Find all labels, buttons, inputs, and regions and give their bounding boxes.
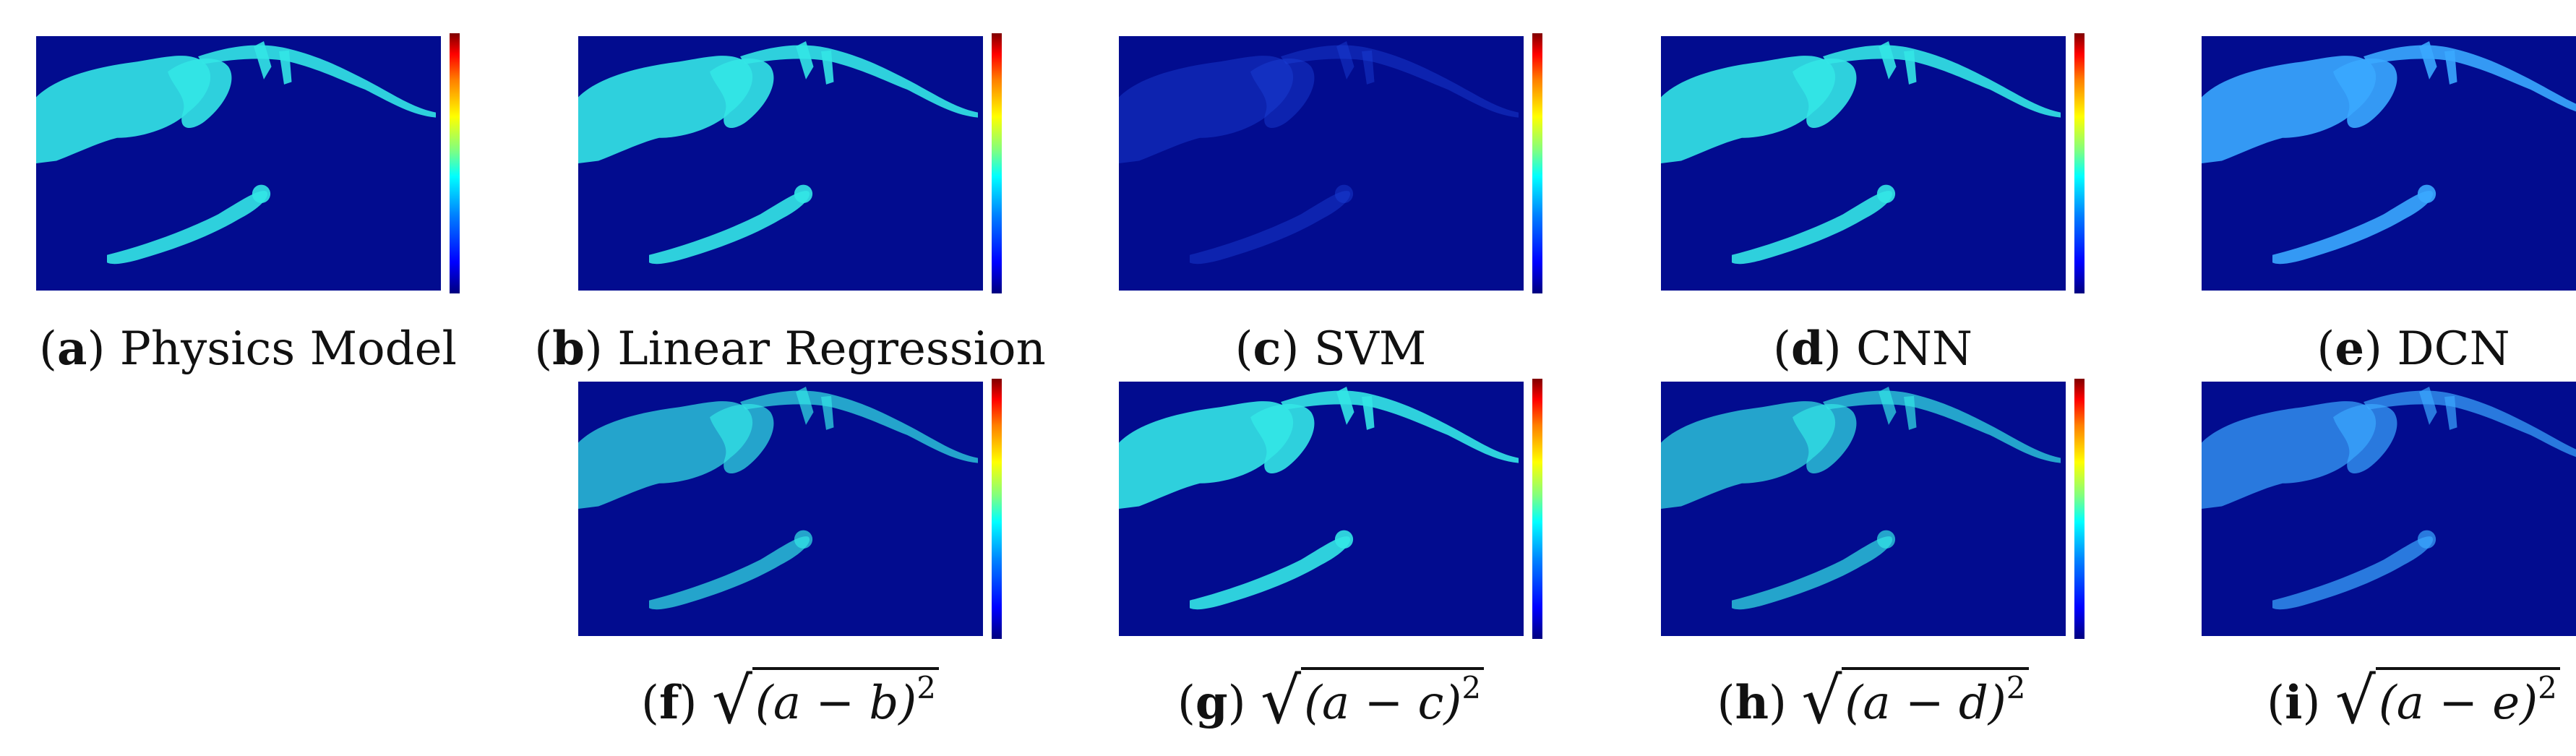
- caption-letter: i: [2285, 676, 2303, 730]
- formula-exponent: 2: [2538, 670, 2557, 705]
- radical-sign: √: [2335, 663, 2376, 738]
- caption-letter: h: [1735, 676, 1769, 730]
- caption-e: (e) DCN: [2317, 322, 2510, 376]
- caption-label: Physics Model: [119, 322, 457, 376]
- caption-a: (a) Physics Model: [39, 322, 457, 376]
- formula-expression: (a − d): [1845, 676, 2006, 730]
- caption-letter: d: [1790, 322, 1824, 376]
- radical-sign: √: [1260, 663, 1302, 738]
- colorbar-g: [1532, 379, 1542, 639]
- caption-formula: √ (a − b)2: [711, 663, 939, 738]
- caption-formula: √ (a − d)2: [1801, 663, 2029, 738]
- caption-letter: e: [2335, 322, 2365, 376]
- map-image-h: [1661, 382, 2066, 636]
- formula-exponent: 2: [1461, 670, 1482, 705]
- colorbar-b: [992, 33, 1002, 293]
- radicand: (a − e)2: [2375, 667, 2560, 730]
- colorbar-d: [2074, 33, 2085, 293]
- caption-i: (i) √ (a − e)2: [2189, 663, 2576, 738]
- map-image-b: [578, 36, 983, 291]
- formula-exponent: 2: [2006, 670, 2026, 705]
- map-image-c: [1119, 36, 1524, 291]
- radicand: (a − d)2: [1842, 667, 2029, 730]
- caption-formula: √ (a − c)2: [1260, 663, 1485, 738]
- caption-c: (c) SVM: [1235, 322, 1427, 376]
- formula-expression: (a − e): [2378, 676, 2538, 730]
- caption-label: SVM: [1313, 322, 1427, 376]
- caption-letter: f: [658, 676, 679, 730]
- caption-letter: b: [552, 322, 585, 376]
- caption-formula: √ (a − e)2: [2335, 663, 2560, 738]
- radicand: (a − c)2: [1301, 667, 1485, 730]
- map-image-d: [1661, 36, 2066, 291]
- caption-h: (h) √ (a − d)2: [1649, 663, 2097, 738]
- map-image-g: [1119, 382, 1524, 636]
- caption-f: (f) √ (a − b)2: [566, 663, 1014, 738]
- caption-letter: a: [57, 322, 87, 376]
- caption-label: Linear Regression: [617, 322, 1046, 376]
- colorbar-a: [450, 33, 460, 293]
- map-image-a: [36, 36, 441, 291]
- colorbar-f: [992, 379, 1002, 639]
- caption-d: (d) CNN: [1773, 322, 1972, 376]
- caption-label: CNN: [1856, 322, 1972, 376]
- caption-b: (b) Linear Regression: [534, 322, 1046, 376]
- colorbar-h: [2074, 379, 2085, 639]
- radical-sign: √: [1801, 663, 1842, 738]
- radical-sign: √: [711, 663, 752, 738]
- formula-expression: (a − c): [1304, 676, 1462, 730]
- radicand: (a − b)2: [752, 667, 939, 730]
- map-image-f: [578, 382, 983, 636]
- formula-exponent: 2: [916, 670, 936, 705]
- colorbar-c: [1532, 33, 1542, 293]
- caption-label: DCN: [2397, 322, 2510, 376]
- formula-expression: (a − b): [755, 676, 917, 730]
- map-image-e: [2202, 36, 2576, 291]
- caption-letter: g: [1195, 676, 1228, 730]
- caption-letter: c: [1253, 322, 1281, 376]
- caption-g: (g) √ (a − c)2: [1107, 663, 1555, 738]
- map-image-i: [2202, 382, 2576, 636]
